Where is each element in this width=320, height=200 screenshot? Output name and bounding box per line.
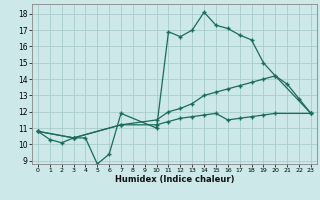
X-axis label: Humidex (Indice chaleur): Humidex (Indice chaleur) [115,175,234,184]
